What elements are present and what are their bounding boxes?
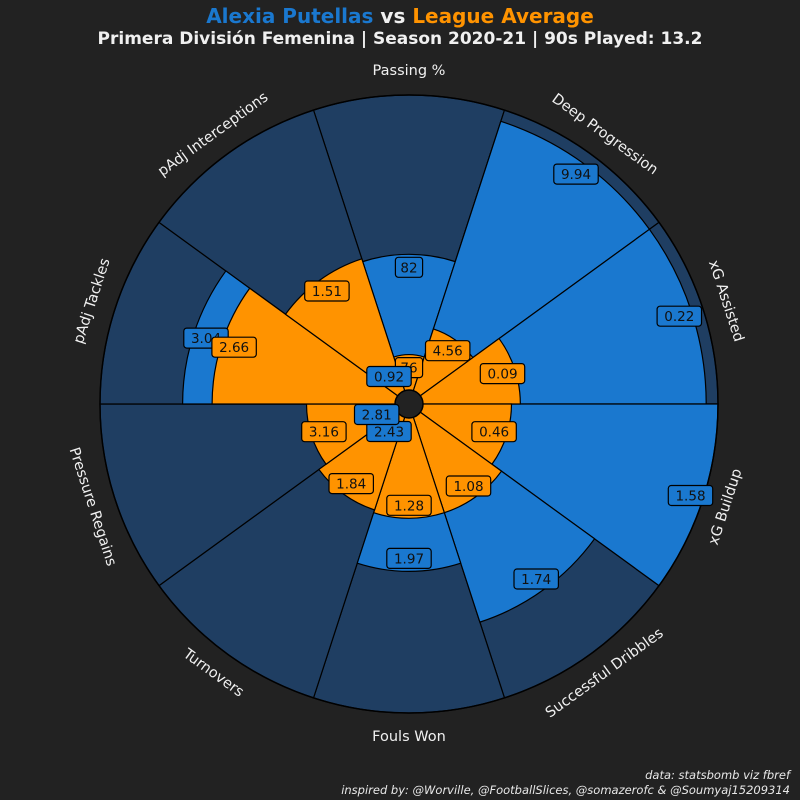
category-label-xg-assisted: xG Assisted <box>705 258 746 344</box>
player-value-padj-interceptions: 0.92 <box>366 365 412 388</box>
category-label-passing: Passing % <box>373 63 446 79</box>
svg-text:0.92: 0.92 <box>374 370 404 386</box>
average-value-padj-interceptions: 1.51 <box>304 280 350 302</box>
svg-text:1.74: 1.74 <box>521 572 551 588</box>
svg-text:1.84: 1.84 <box>336 477 366 493</box>
player-value-xg-assisted: 0.22 <box>656 305 703 327</box>
svg-text:2.43: 2.43 <box>374 425 404 441</box>
player-value-fouls-won: 1.97 <box>386 547 432 570</box>
average-value-deep-progression: 4.56 <box>424 340 471 362</box>
outer-ring <box>99 94 719 714</box>
player-value-successful-dribbles: 1.74 <box>513 568 560 590</box>
player-slice-passing <box>361 253 457 406</box>
category-label-padj-tackles: pAdj Tackles <box>71 256 114 346</box>
player-value-xg-buildup: 1.58 <box>667 484 714 507</box>
category-label-fouls-won: Fouls Won <box>372 729 446 745</box>
average-value-padj-tackles: 2.66 <box>211 336 257 358</box>
title-vs: vs <box>373 4 413 28</box>
average-value-xg-assisted: 0.09 <box>479 363 526 385</box>
svg-text:0.46: 0.46 <box>479 425 509 441</box>
svg-text:0.22: 0.22 <box>664 309 694 325</box>
player-value-deep-progression: 9.94 <box>553 163 599 185</box>
svg-text:1.58: 1.58 <box>675 489 705 505</box>
svg-text:82: 82 <box>400 260 417 276</box>
average-value-xg-buildup: 0.46 <box>471 421 517 443</box>
average-value-fouls-won: 1.28 <box>386 494 432 516</box>
category-label-xg-buildup: xG Buildup <box>706 467 746 547</box>
svg-text:9.94: 9.94 <box>561 167 591 183</box>
chart-title: Alexia Putellas vs League Average <box>0 4 800 28</box>
svg-text:1.28: 1.28 <box>394 498 424 514</box>
svg-text:0.09: 0.09 <box>487 367 517 383</box>
footer-inspired-credit: inspired by: @Worville, @FootballSlices,… <box>341 783 790 797</box>
average-value-successful-dribbles: 1.08 <box>445 475 492 497</box>
svg-text:4.56: 4.56 <box>433 344 463 360</box>
value-labels: 82769.944.560.220.091.580.461.741.081.97… <box>183 163 714 590</box>
average-value-pressure-regains: 3.16 <box>301 421 347 443</box>
svg-text:2.66: 2.66 <box>219 340 249 356</box>
player-value-pressure-regains: 2.81 <box>353 403 400 426</box>
svg-text:1.51: 1.51 <box>312 284 342 300</box>
svg-text:3.16: 3.16 <box>309 425 339 441</box>
player-name: Alexia Putellas <box>206 4 374 28</box>
svg-text:1.08: 1.08 <box>453 479 483 495</box>
average-value-turnovers: 1.84 <box>328 473 375 495</box>
average-slice-fouls-won <box>372 402 446 519</box>
chart-subtitle: Primera División Femenina | Season 2020-… <box>97 29 703 49</box>
footer-data-credit: data: statsbomb viz fbref <box>645 768 790 782</box>
svg-text:1.97: 1.97 <box>394 551 424 567</box>
average-name: League Average <box>412 4 594 28</box>
player-value-passing: 82 <box>394 256 424 278</box>
svg-text:2.81: 2.81 <box>362 408 392 424</box>
